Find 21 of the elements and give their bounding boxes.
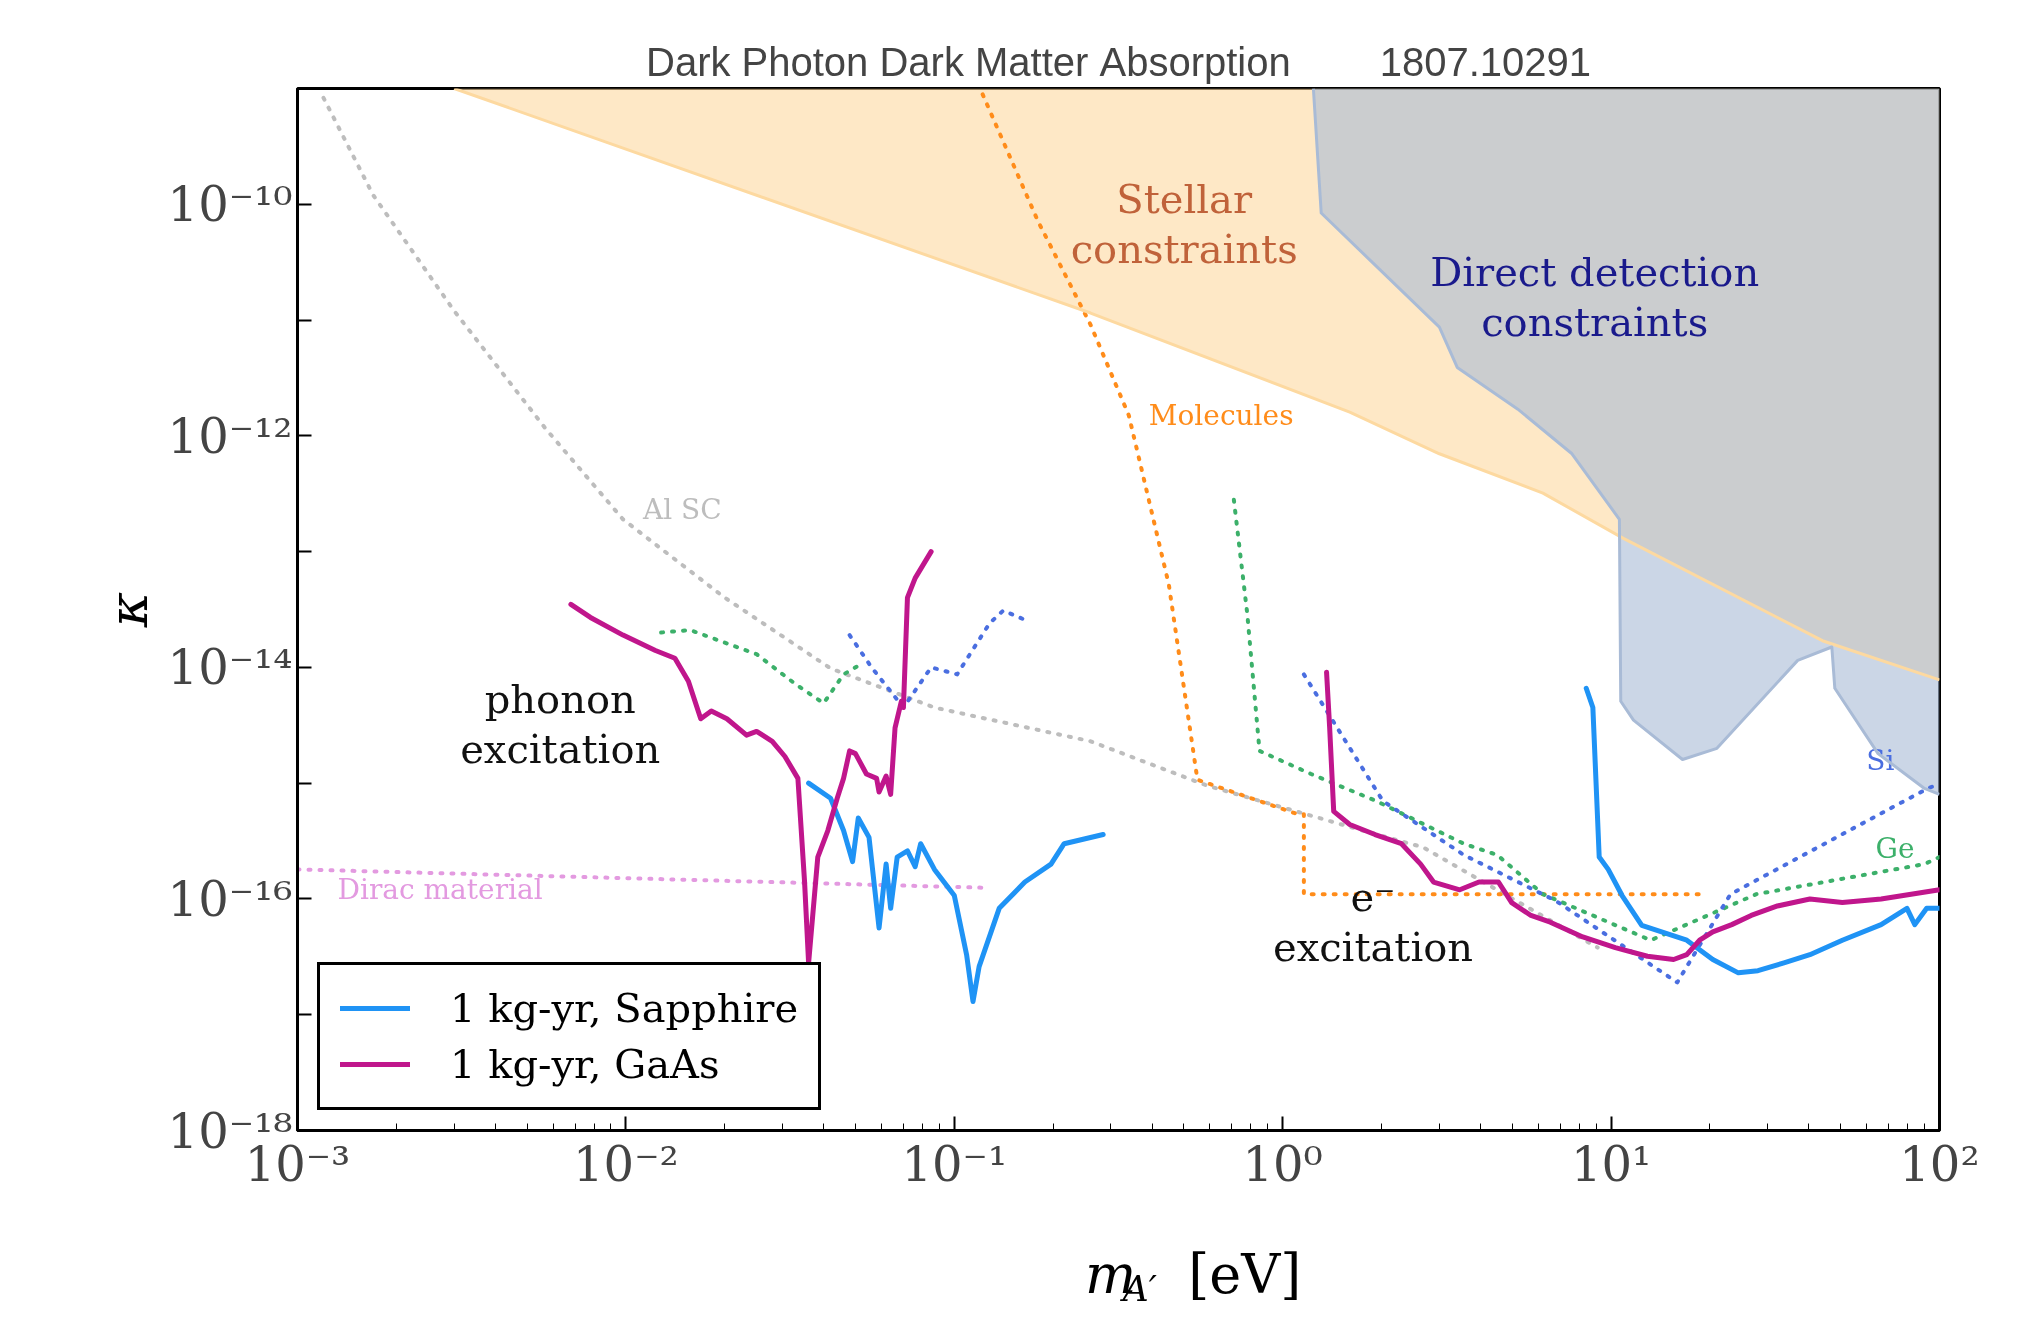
- series-label: Dirac material: [337, 872, 543, 906]
- chart-title: Dark Photon Dark Matter Absorption 1807.10291: [646, 39, 1591, 84]
- series-label: Al SC: [642, 492, 722, 526]
- y-tick-label: 10⁻¹²: [167, 407, 293, 464]
- x-tick-label: 10²: [1899, 1135, 1980, 1192]
- x-tick-label: 10⁻¹: [901, 1135, 1008, 1192]
- y-tick-label: 10⁻¹⁴: [167, 639, 293, 696]
- y-tick-label: 10⁻¹⁰: [167, 176, 293, 233]
- x-tick-label: 10⁻²: [573, 1135, 679, 1192]
- legend-label: 1 kg-yr, Sapphire: [450, 985, 799, 1031]
- x-tick-label: 10¹: [1570, 1135, 1652, 1192]
- y-axis-title: κ: [96, 591, 160, 629]
- y-tick-label: 10⁻¹⁶: [167, 870, 293, 927]
- annotation: Direct detection constraints: [1430, 248, 1760, 346]
- annotation: Stellar constraints: [1070, 175, 1298, 273]
- series-label: Ge: [1875, 831, 1915, 865]
- annotation: e⁻ excitation: [1272, 873, 1474, 971]
- series-label: Molecules: [1148, 398, 1294, 432]
- x-tick-label: 10⁰: [1242, 1135, 1323, 1192]
- annotation: phonon excitation: [460, 675, 661, 773]
- legend-label: 1 kg-yr, GaAs: [450, 1041, 720, 1087]
